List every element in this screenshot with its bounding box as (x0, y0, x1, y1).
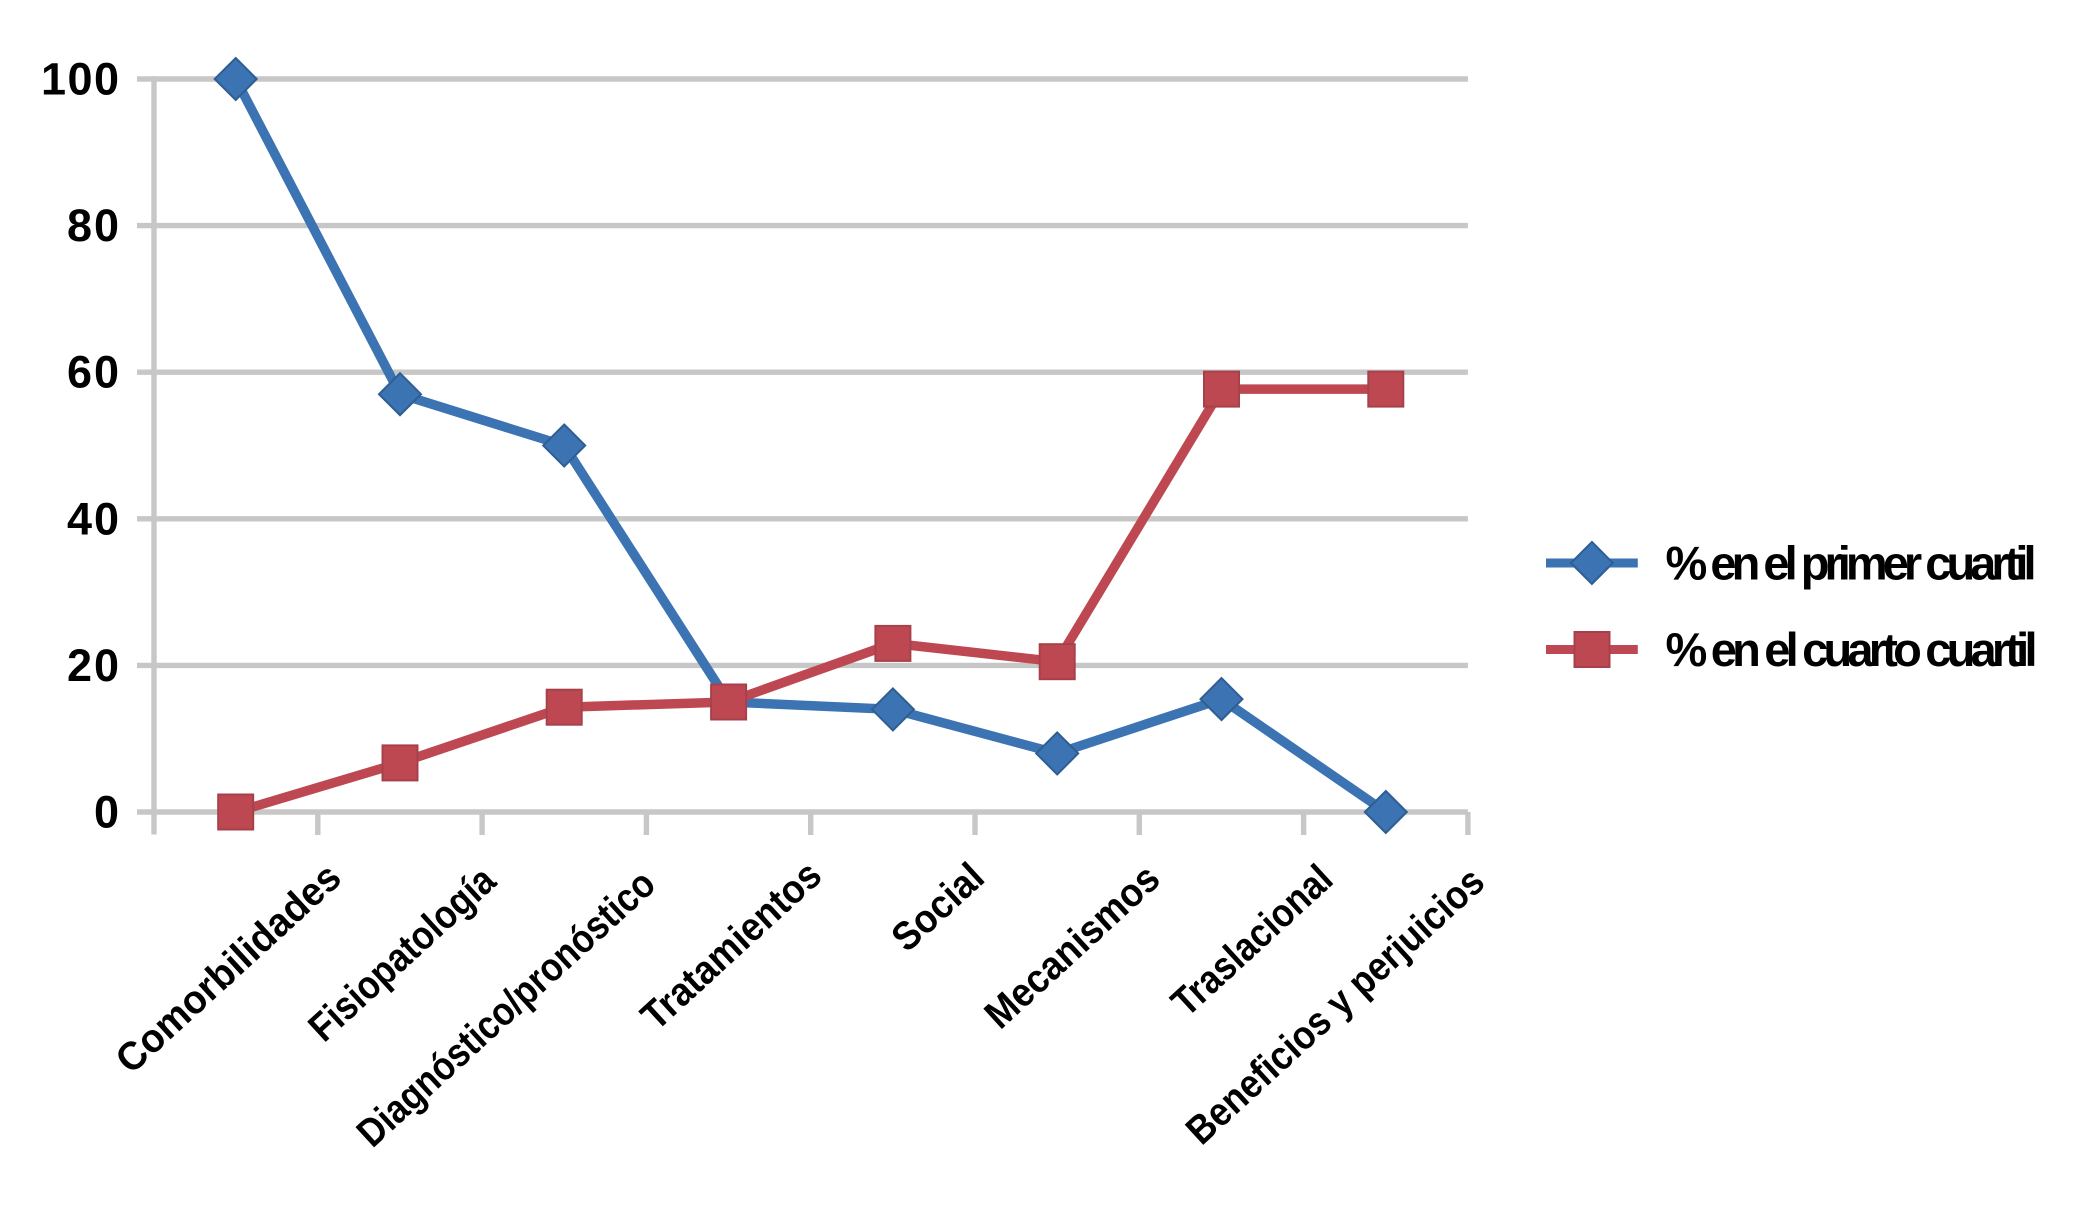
svg-text:20: 20 (67, 640, 119, 691)
svg-text:% en el primer cuartil: % en el primer cuartil (1666, 537, 2037, 590)
svg-text:% en el cuarto cuartil: % en el cuarto cuartil (1666, 623, 2038, 676)
svg-text:80: 80 (67, 200, 119, 251)
svg-text:40: 40 (67, 493, 119, 544)
svg-text:0: 0 (94, 787, 119, 838)
svg-text:60: 60 (67, 347, 119, 398)
svg-text:100: 100 (41, 54, 119, 105)
